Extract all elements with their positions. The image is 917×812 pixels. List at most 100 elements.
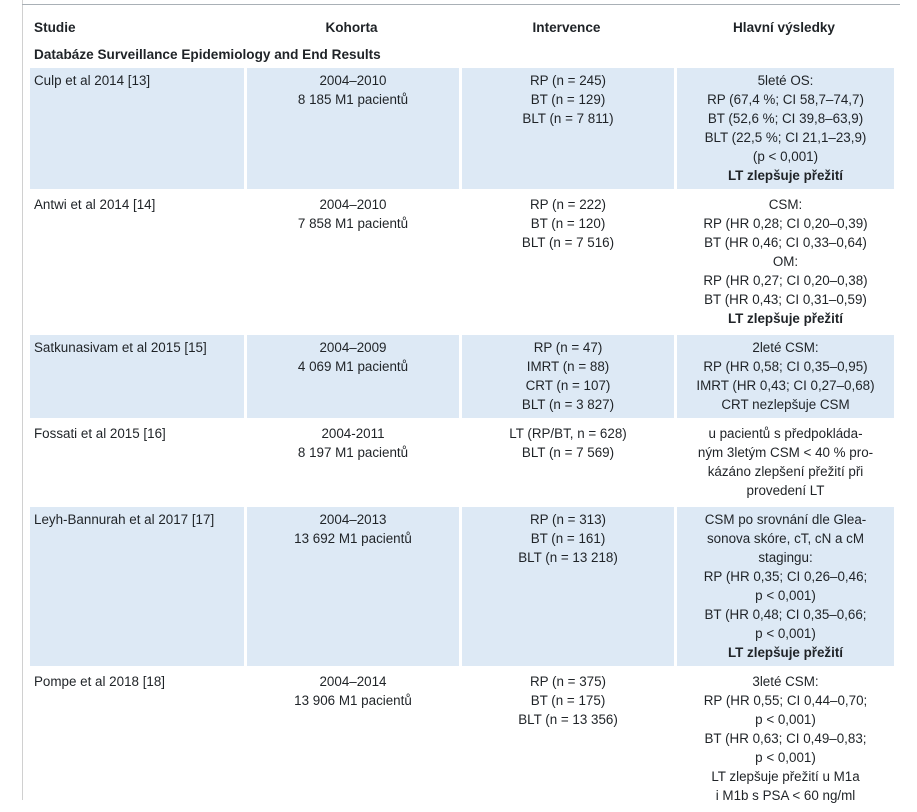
result-line: BT (52,6 %; CI 39,8–63,9) bbox=[707, 111, 864, 126]
result-line: provedení LT bbox=[746, 483, 825, 498]
cohort-line: 13 692 M1 pacientů bbox=[294, 531, 412, 546]
table-row: Pompe et al 2018 [18] 2004–2014 13 906 M1 … bbox=[30, 669, 894, 812]
study-cell: Satkunasivam et al 2015 [15] bbox=[30, 335, 244, 418]
study-name: Satkunasivam et al 2015 [15] bbox=[34, 340, 207, 355]
results-table: Studie Kohorta Intervence Hlavní výsledk… bbox=[30, 6, 894, 812]
result-line: u pacientů s předpokláda- bbox=[708, 426, 863, 441]
cohort-line: 2004–2014 bbox=[319, 674, 387, 689]
result-line: CSM po srovnání dle Glea- bbox=[704, 512, 867, 527]
table-row: Fossati et al 2015 [16] 2004-2011 8 197 M1… bbox=[30, 421, 894, 507]
cohort-line: 8 185 M1 pacientů bbox=[297, 92, 409, 107]
result-line: BT (HR 0,46; CI 0,33–0,64) bbox=[704, 235, 867, 250]
study-cell: Fossati et al 2015 [16] bbox=[30, 421, 244, 504]
intervention-line: BLT (n = 7 569) bbox=[521, 445, 615, 460]
intervention-line: CRT (n = 107) bbox=[525, 378, 611, 393]
results-cell: u pacientů s předpokláda-ným 3letým CSM … bbox=[674, 421, 894, 504]
result-conclusion: LT zlepšuje přežití bbox=[727, 311, 844, 326]
results-cell: 5leté OS: RP (67,4 %; CI 58,7–74,7) BT (52… bbox=[674, 68, 894, 189]
cohort-line: 2004–2010 bbox=[319, 73, 387, 88]
section-title: Databáze Surveillance Epidemiology and E… bbox=[34, 47, 381, 62]
result-line: BLT (22,5 %; CI 21,1–23,9) bbox=[704, 130, 867, 145]
result-line: RP (HR 0,35; CI 0,26–0,46; bbox=[703, 569, 868, 584]
result-line: kázáno zlepšení přežití při bbox=[707, 464, 864, 479]
result-line: CSM: bbox=[768, 197, 803, 212]
result-line: p < 0,001) bbox=[755, 712, 816, 727]
result-line: LT zlepšuje přežití u M1a bbox=[711, 769, 860, 784]
header-kohorta: Kohorta bbox=[325, 19, 378, 35]
cohort-cell: 2004–2009 4 069 M1 pacientů bbox=[244, 335, 459, 418]
intervention-line: BLT (n = 13 356) bbox=[518, 712, 618, 727]
intervention-line: IMRT (n = 88) bbox=[526, 359, 610, 374]
intervention-line: BT (n = 120) bbox=[530, 216, 606, 231]
cohort-cell: 2004–2014 13 906 M1 pacientů bbox=[244, 669, 459, 809]
result-line: RP (HR 0,55; CI 0,44–0,70; bbox=[703, 693, 868, 708]
intervention-cell: RP (n = 375) BT (n = 175) BLT (n = 13 356) bbox=[459, 669, 674, 809]
intervention-cell: RP (n = 222) BT (n = 120) BLT (n = 7 516) bbox=[459, 192, 674, 332]
intervention-line: RP (n = 245) bbox=[529, 73, 607, 88]
frame-left-border bbox=[22, 0, 23, 800]
result-line: RP (67,4 %; CI 58,7–74,7) bbox=[707, 92, 864, 107]
header-studie: Studie bbox=[34, 19, 76, 35]
intervention-line: BT (n = 175) bbox=[530, 693, 606, 708]
cohort-line: 8 197 M1 pacientů bbox=[297, 445, 409, 460]
study-cell: Culp et al 2014 [13] bbox=[30, 68, 244, 189]
result-line: i M1b s PSA < 60 ng/ml bbox=[715, 788, 856, 803]
intervention-line: RP (n = 222) bbox=[529, 197, 607, 212]
study-name: Leyh-Bannurah et al 2017 [17] bbox=[34, 512, 215, 527]
result-line: IMRT (HR 0,43; CI 0,27–0,68) bbox=[696, 378, 875, 393]
study-name: Pompe et al 2018 [18] bbox=[34, 674, 166, 689]
cohort-cell: 2004–2010 8 185 M1 pacientů bbox=[244, 68, 459, 189]
result-line: BT (HR 0,63; CI 0,49–0,83; bbox=[704, 731, 867, 746]
result-conclusion: LT zlepšuje přežití bbox=[727, 168, 844, 183]
intervention-line: LT (RP/BT, n = 628) bbox=[509, 426, 627, 441]
result-line: BT (HR 0,48; CI 0,35–0,66; bbox=[704, 607, 867, 622]
study-cell: Pompe et al 2018 [18] bbox=[30, 669, 244, 809]
result-line: 2leté CSM: bbox=[752, 340, 819, 355]
study-cell: Leyh-Bannurah et al 2017 [17] bbox=[30, 507, 244, 666]
intervention-line: RP (n = 375) bbox=[529, 674, 607, 689]
cohort-line: 7 858 M1 pacientů bbox=[297, 216, 409, 231]
result-line: sonova skóre, cT, cN a cM bbox=[706, 531, 865, 546]
cohort-line: 2004–2010 bbox=[319, 197, 387, 212]
intervention-line: RP (n = 47) bbox=[533, 340, 603, 355]
cohort-cell: 2004–2010 7 858 M1 pacientů bbox=[244, 192, 459, 332]
top-rule bbox=[22, 4, 900, 5]
intervention-line: RP (n = 313) bbox=[529, 512, 607, 527]
study-name: Fossati et al 2015 [16] bbox=[34, 426, 166, 441]
result-line: (p < 0,001) bbox=[752, 149, 819, 164]
study-cell: Antwi et al 2014 [14] bbox=[30, 192, 244, 332]
intervention-line: BLT (n = 3 827) bbox=[521, 397, 615, 412]
result-line: 5leté OS: bbox=[757, 73, 814, 88]
result-line: ným 3letým CSM < 40 % pro- bbox=[697, 445, 874, 460]
results-cell: 3leté CSM: RP (HR 0,55; CI 0,44–0,70; p < … bbox=[674, 669, 894, 809]
table-row: Leyh-Bannurah et al 2017 [17] 2004–2013 13… bbox=[30, 507, 894, 669]
cohort-line: 2004–2013 bbox=[319, 512, 387, 527]
result-line: BT (HR 0,43; CI 0,31–0,59) bbox=[704, 292, 867, 307]
intervention-cell: RP (n = 245) BT (n = 129) BLT (n = 7 811) bbox=[459, 68, 674, 189]
intervention-line: BT (n = 161) bbox=[530, 531, 606, 546]
table-row: Culp et al 2014 [13] 2004–2010 8 185 M1 pa… bbox=[30, 68, 894, 192]
result-line: p < 0,001) bbox=[755, 626, 816, 641]
results-cell: CSM po srovnání dle Glea-sonova skóre, c… bbox=[674, 507, 894, 666]
intervention-cell: LT (RP/BT, n = 628) BLT (n = 7 569) bbox=[459, 421, 674, 504]
cohort-line: 4 069 M1 pacientů bbox=[297, 359, 409, 374]
cohort-cell: 2004–2013 13 692 M1 pacientů bbox=[244, 507, 459, 666]
result-line: p < 0,001) bbox=[755, 588, 816, 603]
intervention-line: BLT (n = 13 218) bbox=[518, 550, 618, 565]
result-line: 3leté CSM: bbox=[752, 674, 819, 689]
table-header: Studie Kohorta Intervence Hlavní výsledk… bbox=[30, 6, 894, 42]
header-hlavni-vysledky: Hlavní výsledky bbox=[732, 19, 835, 35]
study-name: Antwi et al 2014 [14] bbox=[34, 197, 156, 212]
result-line: stagingu: bbox=[758, 550, 813, 565]
table-body: Culp et al 2014 [13] 2004–2010 8 185 M1 pa… bbox=[30, 68, 894, 812]
result-conclusion: LT zlepšuje přežití bbox=[727, 645, 844, 660]
cohort-line: 2004-2011 bbox=[321, 426, 385, 441]
cohort-cell: 2004-2011 8 197 M1 pacientů bbox=[244, 421, 459, 504]
intervention-cell: RP (n = 313) BT (n = 161) BLT (n = 13 218) bbox=[459, 507, 674, 666]
result-line: p < 0,001) bbox=[755, 750, 816, 765]
intervention-line: BLT (n = 7 516) bbox=[521, 235, 615, 250]
header-intervence: Intervence bbox=[532, 19, 601, 35]
study-name: Culp et al 2014 [13] bbox=[34, 73, 151, 88]
table-row: Antwi et al 2014 [14] 2004–2010 7 858 M1 p… bbox=[30, 192, 894, 335]
results-cell: CSM: RP (HR 0,28; CI 0,20–0,39) BT (HR 0,4… bbox=[674, 192, 894, 332]
